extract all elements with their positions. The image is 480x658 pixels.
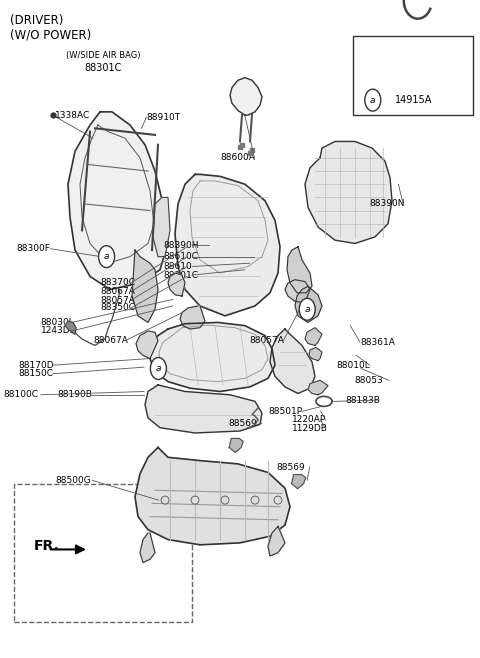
Text: 1243DB: 1243DB — [41, 326, 76, 336]
Text: a: a — [104, 252, 109, 261]
Polygon shape — [285, 280, 310, 303]
Ellipse shape — [98, 245, 115, 268]
Polygon shape — [268, 526, 285, 556]
Text: 88500G: 88500G — [55, 476, 91, 485]
Polygon shape — [180, 306, 205, 329]
Polygon shape — [292, 474, 306, 489]
Text: 88010L: 88010L — [336, 361, 370, 370]
Text: 88190B: 88190B — [58, 390, 93, 399]
Polygon shape — [150, 322, 275, 392]
Polygon shape — [68, 112, 168, 290]
Text: 88569: 88569 — [228, 418, 257, 428]
Text: (DRIVER): (DRIVER) — [10, 14, 63, 28]
Polygon shape — [287, 247, 312, 293]
Bar — [353, 36, 473, 115]
Text: 88600A: 88600A — [221, 153, 256, 163]
Text: 14915A: 14915A — [395, 95, 432, 105]
Polygon shape — [153, 197, 170, 257]
Text: 88067A: 88067A — [101, 287, 136, 296]
Text: 88030L: 88030L — [41, 318, 74, 327]
Circle shape — [221, 496, 229, 504]
Polygon shape — [132, 250, 158, 322]
Text: 88610C: 88610C — [163, 252, 198, 261]
Text: a: a — [156, 364, 161, 373]
Text: 1220AP: 1220AP — [292, 415, 326, 424]
Text: 88170D: 88170D — [18, 361, 54, 370]
Text: 88300F: 88300F — [16, 244, 50, 253]
Polygon shape — [305, 141, 392, 243]
Text: 88350C: 88350C — [101, 303, 136, 313]
Text: 88053: 88053 — [354, 376, 383, 385]
Text: 88501P: 88501P — [269, 407, 303, 416]
Polygon shape — [136, 331, 158, 359]
Circle shape — [191, 496, 199, 504]
Text: 88100C: 88100C — [4, 390, 39, 399]
Text: (W/SIDE AIR BAG): (W/SIDE AIR BAG) — [66, 51, 141, 61]
Bar — [14, 484, 192, 622]
Polygon shape — [270, 329, 315, 393]
Polygon shape — [308, 380, 328, 395]
Text: 88057A: 88057A — [101, 295, 136, 305]
Text: 88150C: 88150C — [18, 369, 53, 378]
Text: 1129DB: 1129DB — [292, 424, 328, 433]
Polygon shape — [145, 385, 262, 433]
Text: 1338AC: 1338AC — [55, 111, 90, 120]
Text: 88301C: 88301C — [163, 270, 198, 280]
Text: 88569: 88569 — [276, 463, 305, 472]
Ellipse shape — [150, 357, 167, 380]
Polygon shape — [309, 347, 322, 361]
Polygon shape — [65, 321, 76, 334]
Text: 88183B: 88183B — [346, 395, 381, 405]
Polygon shape — [168, 273, 185, 296]
Polygon shape — [230, 78, 262, 115]
Text: 88390N: 88390N — [370, 199, 405, 209]
Text: 88361A: 88361A — [360, 338, 395, 347]
Circle shape — [161, 496, 169, 504]
Polygon shape — [305, 328, 322, 345]
Text: 88057A: 88057A — [250, 336, 285, 345]
Text: 88610: 88610 — [163, 262, 192, 271]
Text: 88370C: 88370C — [101, 278, 136, 288]
Text: 88301C: 88301C — [84, 63, 122, 72]
Text: 88067A: 88067A — [94, 336, 129, 345]
Polygon shape — [175, 174, 280, 316]
Circle shape — [251, 496, 259, 504]
Ellipse shape — [299, 298, 315, 320]
Ellipse shape — [365, 89, 381, 111]
Text: a: a — [370, 95, 375, 105]
Polygon shape — [140, 533, 155, 563]
Polygon shape — [229, 438, 243, 453]
Text: 88390H: 88390H — [163, 241, 199, 250]
Polygon shape — [295, 286, 322, 322]
Text: FR.: FR. — [34, 539, 60, 553]
Circle shape — [274, 496, 282, 504]
Polygon shape — [135, 447, 290, 545]
Text: (W/O POWER): (W/O POWER) — [10, 29, 91, 42]
Text: a: a — [304, 305, 310, 314]
Text: 88910T: 88910T — [146, 113, 180, 122]
